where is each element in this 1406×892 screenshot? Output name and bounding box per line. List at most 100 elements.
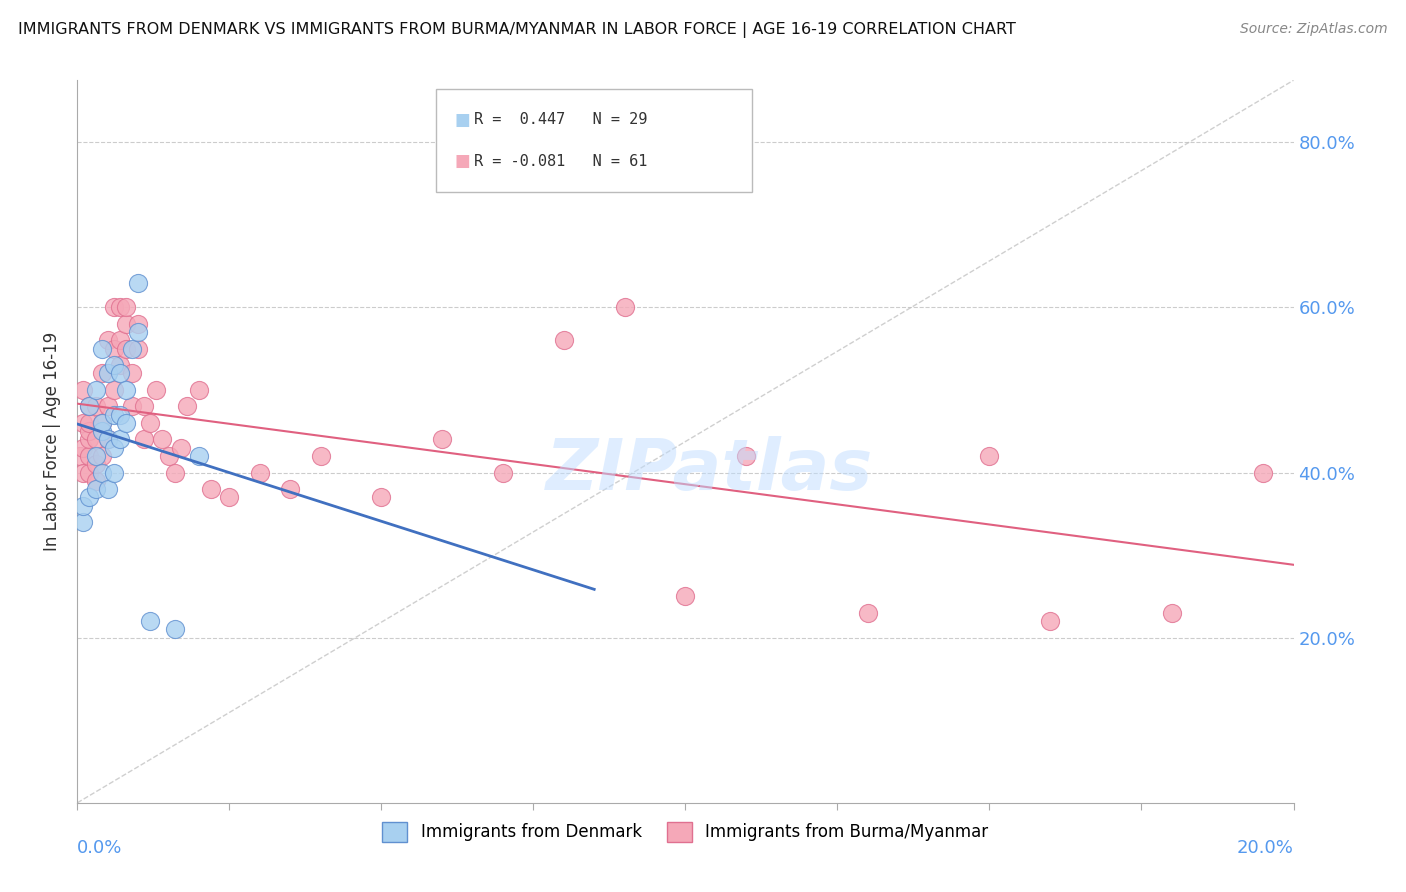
Point	[69, 449, 91, 463]
Text: 0.0%: 0.0%	[77, 838, 122, 857]
Point	[115, 317, 138, 331]
Point	[613, 301, 636, 315]
Point	[97, 400, 120, 414]
Point	[115, 301, 138, 315]
Point	[370, 490, 392, 504]
Point	[103, 301, 125, 315]
Point	[103, 342, 125, 356]
Point	[134, 433, 156, 447]
Point	[72, 416, 94, 430]
Text: ZIPatlas: ZIPatlas	[546, 436, 873, 505]
Point	[134, 400, 156, 414]
Point	[139, 416, 162, 430]
Point	[72, 515, 94, 529]
Point	[103, 441, 125, 455]
Point	[249, 466, 271, 480]
Point	[79, 416, 101, 430]
Point	[278, 482, 301, 496]
Point	[127, 325, 149, 339]
Legend: Immigrants from Denmark, Immigrants from Burma/Myanmar: Immigrants from Denmark, Immigrants from…	[375, 815, 995, 848]
Point	[309, 449, 332, 463]
Text: R = -0.081   N = 61: R = -0.081 N = 61	[474, 153, 647, 169]
Point	[735, 449, 758, 463]
Point	[84, 474, 107, 488]
Text: ■: ■	[454, 153, 470, 170]
Point	[492, 466, 515, 480]
Y-axis label: In Labor Force | Age 16-19: In Labor Force | Age 16-19	[44, 332, 62, 551]
Point	[200, 482, 222, 496]
Point	[103, 408, 125, 422]
Point	[72, 383, 94, 397]
Point	[163, 466, 186, 480]
Point	[79, 400, 101, 414]
Point	[1251, 466, 1274, 480]
Point	[430, 433, 453, 447]
Point	[115, 416, 138, 430]
Point	[103, 383, 125, 397]
Point	[108, 301, 131, 315]
Text: ■: ■	[454, 111, 470, 128]
Point	[108, 334, 131, 348]
Point	[97, 433, 120, 447]
Text: 20.0%: 20.0%	[1237, 838, 1294, 857]
Point	[79, 449, 101, 463]
Point	[103, 358, 125, 372]
Point	[79, 490, 101, 504]
Point	[115, 342, 138, 356]
Point	[72, 466, 94, 480]
Point	[90, 466, 112, 480]
Point	[121, 400, 143, 414]
Point	[79, 424, 101, 438]
Point	[97, 334, 120, 348]
Point	[1039, 614, 1062, 628]
Point	[79, 433, 101, 447]
Point	[188, 383, 211, 397]
Point	[79, 466, 101, 480]
Point	[176, 400, 198, 414]
Point	[108, 358, 131, 372]
Point	[856, 606, 879, 620]
Point	[127, 342, 149, 356]
Point	[157, 449, 180, 463]
Point	[97, 367, 120, 381]
Point	[675, 590, 697, 604]
Point	[84, 482, 107, 496]
Point	[218, 490, 240, 504]
Point	[108, 433, 131, 447]
Point	[979, 449, 1001, 463]
Point	[121, 342, 143, 356]
Point	[84, 383, 107, 397]
Point	[170, 441, 193, 455]
Point	[84, 457, 107, 471]
Point	[90, 367, 112, 381]
Text: R =  0.447   N = 29: R = 0.447 N = 29	[474, 112, 647, 128]
Point	[90, 424, 112, 438]
Point	[72, 499, 94, 513]
Point	[72, 441, 94, 455]
Point	[90, 342, 112, 356]
Point	[84, 400, 107, 414]
Point	[145, 383, 167, 397]
Point	[108, 367, 131, 381]
Point	[79, 400, 101, 414]
Point	[127, 317, 149, 331]
Point	[108, 408, 131, 422]
Point	[188, 449, 211, 463]
Point	[121, 367, 143, 381]
Point	[97, 482, 120, 496]
Point	[103, 466, 125, 480]
Point	[163, 623, 186, 637]
Point	[553, 334, 575, 348]
Point	[84, 433, 107, 447]
Point	[139, 614, 162, 628]
Point	[115, 383, 138, 397]
Point	[1161, 606, 1184, 620]
Text: IMMIGRANTS FROM DENMARK VS IMMIGRANTS FROM BURMA/MYANMAR IN LABOR FORCE | AGE 16: IMMIGRANTS FROM DENMARK VS IMMIGRANTS FR…	[18, 22, 1017, 38]
Point	[84, 449, 107, 463]
Point	[127, 276, 149, 290]
Text: Source: ZipAtlas.com: Source: ZipAtlas.com	[1240, 22, 1388, 37]
Point	[90, 416, 112, 430]
Point	[90, 416, 112, 430]
Point	[90, 449, 112, 463]
Point	[152, 433, 174, 447]
